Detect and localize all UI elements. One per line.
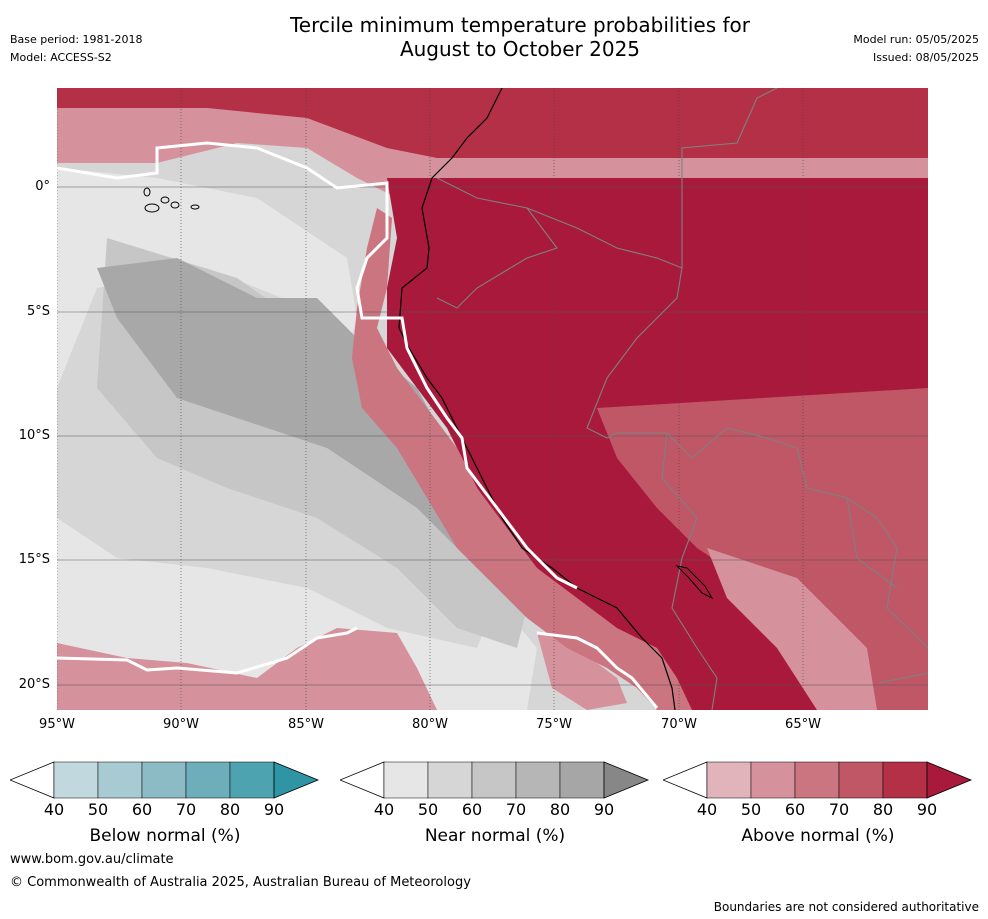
lon-label-70w: 70°W (661, 717, 697, 732)
island (143, 187, 151, 197)
colorbar-over-arrow (603, 761, 650, 799)
colorbar-segment (53, 761, 99, 799)
boundary-disclaimer: Boundaries are not considered authoritat… (713, 900, 979, 914)
website-url: www.bom.gov.au/climate (10, 852, 174, 867)
colorbar-title: Below normal (%) (89, 826, 241, 846)
colorbar-segment (515, 761, 561, 799)
colorbar-segment (794, 761, 840, 799)
model-run: Model run: 05/05/2025 (853, 33, 979, 46)
colorbar-segment (141, 761, 187, 799)
colorbar-tick-label: 50 (87, 800, 109, 819)
colorbar-segment (706, 761, 752, 799)
colorbar-tick-label: 90 (263, 800, 285, 819)
lat-label-0: 0° (35, 179, 50, 194)
colorbar-under-arrow (8, 761, 55, 799)
colorbar-tick-label: 50 (417, 800, 439, 819)
graticule (57, 186, 928, 686)
colorbar-above (661, 760, 973, 804)
colorbar-near (338, 760, 650, 804)
lake-titicaca (675, 565, 714, 600)
colorbar-tick-label: 90 (593, 800, 615, 819)
above-normal-south-region (537, 633, 627, 710)
lat-label-15s: 15°S (18, 552, 50, 567)
colorbar-title: Near normal (%) (424, 826, 566, 846)
colorbar-segment (882, 761, 928, 799)
colorbar-segment (559, 761, 605, 799)
lat-label-20s: 20°S (18, 677, 50, 692)
lat-label-5s: 5°S (26, 304, 50, 319)
colorbar-tick-label: 70 (505, 800, 527, 819)
colorbar-tick-label: 40 (373, 800, 395, 819)
lon-label-65w: 65°W (785, 717, 821, 732)
island (170, 201, 180, 209)
colorbar-tick-label: 60 (784, 800, 806, 819)
title-line-2: August to October 2025 (399, 37, 641, 61)
title-line-1: Tercile minimum temperature probabilitie… (289, 13, 751, 37)
colorbar-tick-label: 70 (828, 800, 850, 819)
colorbar-tick-label: 60 (131, 800, 153, 819)
country-boundaries (436, 88, 928, 710)
colorbar-tick-label: 60 (461, 800, 483, 819)
above-normal-north-strong (57, 88, 928, 158)
colorbar-tick-label: 80 (549, 800, 571, 819)
colorbar-tick-label: 80 (872, 800, 894, 819)
colorbar-segment (427, 761, 473, 799)
island (190, 204, 200, 210)
lat-label-10s: 10°S (18, 428, 50, 443)
colorbar-segment (229, 761, 275, 799)
colorbar-over-arrow (273, 761, 320, 799)
probability-map (57, 88, 928, 710)
colorbar-tick-label: 50 (740, 800, 762, 819)
colorbar-tick-label: 40 (43, 800, 65, 819)
island (160, 196, 170, 204)
issued-date: Issued: 08/05/2025 (872, 51, 979, 64)
colorbar-segment (185, 761, 231, 799)
colorbar-tick-label: 40 (696, 800, 718, 819)
colorbar-tick-label: 70 (175, 800, 197, 819)
lake (675, 565, 714, 600)
colorbar-below (8, 760, 320, 804)
lon-label-85w: 85°W (288, 717, 324, 732)
colorbar-segment (471, 761, 517, 799)
near-normal-80-region (97, 258, 497, 568)
colorbar-over-arrow (926, 761, 973, 799)
colorbar-segment (838, 761, 884, 799)
colorbar-title: Above normal (%) (741, 826, 895, 846)
base-period: Base period: 1981-2018 (10, 33, 143, 46)
copyright-notice: © Commonwealth of Australia 2025, Austra… (10, 875, 471, 890)
above-normal-altiplano (707, 548, 877, 710)
colorbar-segment (750, 761, 796, 799)
map-title: Tercile minimum temperature probabilitie… (230, 13, 810, 61)
lon-label-90w: 90°W (163, 717, 199, 732)
galapagos-islands (143, 187, 200, 213)
lon-label-80w: 80°W (412, 717, 448, 732)
model-name: Model: ACCESS-S2 (10, 51, 112, 64)
colorbar-under-arrow (338, 761, 385, 799)
island (144, 203, 160, 213)
colorbar-segment (97, 761, 143, 799)
colorbar-tick-label: 90 (916, 800, 938, 819)
colorbar-under-arrow (661, 761, 708, 799)
colorbar-tick-label: 80 (219, 800, 241, 819)
above-normal-sw-region (57, 628, 437, 710)
lon-label-95w: 95°W (39, 717, 75, 732)
contour-40-boundary (57, 141, 659, 709)
map-canvas (57, 88, 928, 710)
colorbar-segment (383, 761, 429, 799)
above-normal-coastal-band (352, 208, 692, 710)
lon-label-75w: 75°W (536, 717, 572, 732)
coastline (398, 88, 676, 710)
